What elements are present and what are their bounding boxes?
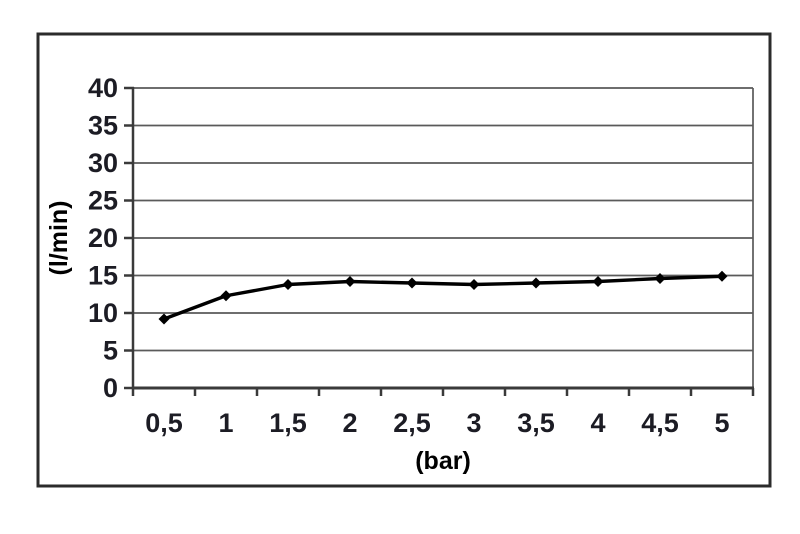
data-point-marker (282, 279, 294, 290)
y-tick-label: 35 (88, 111, 118, 141)
x-tick-label: 3,5 (517, 408, 555, 438)
x-tick-label: 1 (218, 408, 233, 438)
data-series (158, 270, 728, 325)
y-tick-label: 5 (103, 336, 118, 366)
y-axis-title: (l/min) (45, 201, 73, 276)
y-tick-labels: 0 5 10 15 20 25 30 35 40 (88, 73, 118, 403)
x-axis-title: (bar) (415, 447, 471, 475)
gridlines-layer (133, 87, 754, 388)
data-point-marker (158, 313, 170, 325)
axes-layer (36, 32, 772, 488)
data-point-marker (654, 273, 666, 284)
y-tick-label: 15 (88, 261, 118, 291)
data-point-marker (530, 277, 542, 289)
figure-border-stroke (36, 32, 772, 488)
x-tick-label: 2,5 (393, 408, 431, 438)
y-tick-label: 10 (88, 298, 118, 328)
y-tick-label: 0 (103, 373, 118, 403)
y-tick-label: 40 (88, 73, 118, 103)
data-point-marker (468, 279, 480, 290)
x-tick-labels: 0,5 1 1,5 2 2,5 3 3,5 4 4,5 5 (145, 408, 729, 438)
x-tick-label: 5 (714, 408, 729, 438)
x-tick-label: 1,5 (269, 408, 307, 438)
data-point-marker (344, 276, 356, 287)
x-tick-label: 4,5 (641, 408, 679, 438)
y-tick-label: 25 (88, 186, 118, 216)
data-point-marker (406, 277, 418, 289)
y-tick-label: 30 (88, 148, 118, 178)
y-tick-label: 20 (88, 223, 118, 253)
figure-border (38, 34, 770, 486)
x-tick-label: 4 (590, 408, 605, 438)
x-tick-label: 3 (466, 408, 481, 438)
x-tick-label: 2 (342, 408, 357, 438)
series-line (162, 274, 724, 321)
data-point-marker (716, 270, 728, 282)
data-point-marker (220, 290, 232, 302)
x-tick-label: 0,5 (145, 408, 183, 438)
data-point-marker (592, 276, 604, 287)
